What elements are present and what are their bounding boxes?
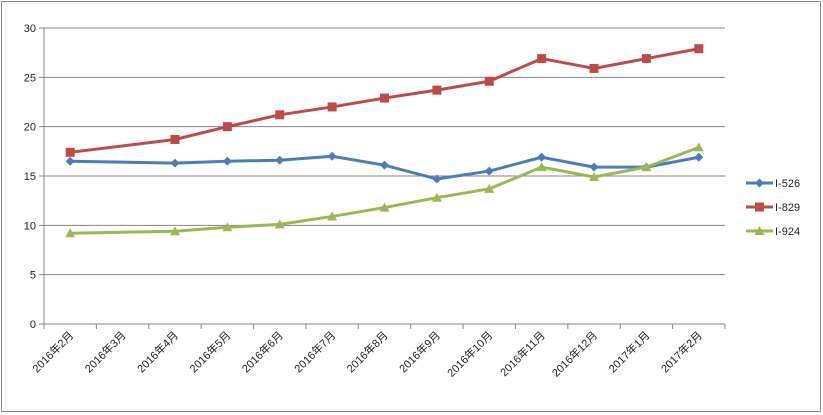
y-tick-label: 5 <box>30 270 36 282</box>
x-tick-label: 2016年10月 <box>444 328 495 379</box>
series-i-829 <box>65 44 704 157</box>
x-tick-label: 2016年2月 <box>29 328 76 375</box>
data-point <box>380 93 389 103</box>
x-tick-labels: 2016年2月 2016年3月 2016年4月 2016年5月 2016年6月 2016年… <box>29 328 705 379</box>
y-tick-label: 20 <box>24 122 36 134</box>
x-tick-label: 2016年7月 <box>291 328 338 375</box>
x-tick-label: 2017年1月 <box>605 328 652 375</box>
data-point <box>432 174 442 184</box>
series-lines <box>65 44 704 238</box>
x-tick-label: 2016年9月 <box>396 328 443 375</box>
series-line <box>70 145 700 235</box>
y-tick-labels: 0 5 10 15 20 25 30 <box>24 23 36 331</box>
data-point <box>484 166 494 176</box>
data-point <box>170 158 180 168</box>
y-tick-label: 10 <box>24 220 36 232</box>
data-point <box>169 226 180 236</box>
x-tick-label: 2016年3月 <box>82 328 129 375</box>
data-point <box>484 76 494 86</box>
series-line <box>70 154 700 181</box>
data-point <box>641 162 652 172</box>
data-point <box>589 171 600 181</box>
legend-marker <box>755 178 764 188</box>
data-point <box>275 155 285 165</box>
x-tick-label: 2016年11月 <box>497 328 548 379</box>
data-point <box>327 211 338 221</box>
x-tick-label: 2016年8月 <box>344 328 391 375</box>
x-tick-label: 2016年6月 <box>239 328 286 375</box>
legend-entry: I-526 <box>746 178 800 190</box>
axes <box>39 27 726 329</box>
data-point <box>222 222 233 232</box>
data-point <box>693 142 704 152</box>
x-tick-label: 2016年4月 <box>134 328 181 375</box>
data-point <box>694 44 704 54</box>
data-point <box>380 160 389 170</box>
y-tick-label: 25 <box>24 72 36 84</box>
data-point <box>65 228 76 238</box>
data-point <box>327 102 337 112</box>
data-point <box>222 156 232 166</box>
data-point <box>274 219 285 229</box>
data-point <box>65 147 75 157</box>
series-i-924 <box>65 142 704 238</box>
data-point <box>589 162 599 172</box>
data-point <box>589 63 599 73</box>
y-tick-label: 30 <box>24 23 36 35</box>
y-tick-label: 15 <box>24 171 36 183</box>
data-point <box>641 54 651 64</box>
data-point <box>536 162 547 172</box>
x-tick-label: 2016年12月 <box>549 328 600 379</box>
y-tick-label: 0 <box>30 319 36 331</box>
legend-label: I-829 <box>775 202 800 214</box>
data-point <box>170 134 180 144</box>
data-point <box>432 85 442 95</box>
data-point <box>275 110 285 120</box>
legend-entry: I-924 <box>746 226 800 238</box>
legend-marker <box>754 226 765 235</box>
series-i-526 <box>65 151 704 184</box>
legend: I-526 I-829 I-924 <box>746 178 800 238</box>
data-point <box>484 183 495 193</box>
data-point <box>694 152 704 162</box>
legend-entry: I-829 <box>746 202 800 214</box>
data-point <box>222 122 232 132</box>
x-tick-label: 2016年5月 <box>186 328 233 375</box>
data-point <box>431 192 442 202</box>
legend-label: I-924 <box>775 226 800 238</box>
data-point <box>379 202 390 212</box>
data-point <box>537 54 547 64</box>
legend-marker <box>755 202 764 212</box>
x-tick-label: 2017年2月 <box>658 328 705 375</box>
series-line <box>70 47 700 154</box>
data-point <box>327 151 337 161</box>
data-point <box>65 156 75 166</box>
data-point <box>537 152 547 162</box>
gridlines <box>44 27 725 276</box>
legend-label: I-526 <box>775 178 800 190</box>
